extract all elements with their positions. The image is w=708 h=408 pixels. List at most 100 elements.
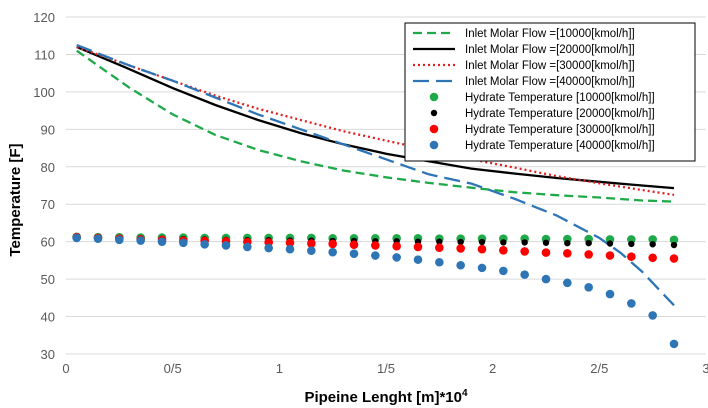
y-tick-label: 110 [34,47,55,62]
scatter-point [307,246,316,255]
legend-label: Inlet Molar Flow =[20000[kmol/h]] [465,44,635,56]
x-tick-label: 2/5 [590,361,608,376]
scatter-point [584,283,593,292]
scatter-point [499,266,508,276]
x-tick-label: 3 [702,361,708,376]
y-tick-label: 80 [41,160,55,175]
legend-label: Hydrate Temperature [20000[kmol/h]] [465,108,655,120]
scatter-point [669,254,679,263]
y-axis-ticks: 30 40 50 60 70 80 90 100 110 120 [33,10,55,362]
scatter-point [605,289,615,299]
scatter-point [435,243,444,252]
y-tick-label: 40 [41,310,55,325]
scatter-point [456,244,465,253]
x-tick-label: 1 [276,361,283,376]
scatter-point [477,263,487,273]
x-axis-ticks: 0 0/5 1 1/5 2 2/5 3 [62,361,708,376]
scatter-point [457,238,464,246]
scatter-point [93,234,103,243]
scatter-point [436,238,443,245]
x-axis-title: Pipeine Lenght [m]*104 [304,388,468,406]
scatter-point [243,242,252,252]
grid-lines [66,16,706,355]
scatter-point [200,239,209,249]
scatter-point [307,239,316,248]
scatter-point [392,241,401,251]
y-tick-label: 60 [41,235,55,250]
y-tick-label: 70 [41,197,55,212]
scatter-point [157,237,167,246]
legend-label: Inlet Molar Flow =[40000[kmol/h]] [465,76,635,88]
scatter-point [499,245,508,255]
x-tick-label: 0 [62,361,69,376]
scatter-point [349,249,359,258]
scatter-point [221,241,231,250]
scatter-point [584,250,593,259]
line-series-group [76,44,675,307]
legend-marker-swatch [429,92,439,102]
scatter-point [478,238,486,246]
scatter-point [413,255,423,264]
y-tick-label: 90 [41,122,55,137]
scatter-point [371,251,380,260]
x-axis-title-main: Pipeine Lenght [m]*10 [304,389,462,406]
scatter-point [392,253,401,262]
line-series-1 [76,49,675,203]
scatter-point [349,240,359,249]
scatter-point [435,257,444,267]
scatter-point [541,274,551,284]
legend-label: Inlet Molar Flow =[30000[kmol/h]] [465,60,635,72]
y-tick-label: 120 [33,10,55,25]
scatter-point [371,241,380,250]
scatter-series-group [72,232,679,349]
scatter-point [115,235,124,245]
legend-box [404,22,696,162]
scatter-point [456,260,465,270]
scatter-point [585,239,592,247]
scatter-point [413,242,423,252]
x-tick-label: 1/5 [377,361,395,376]
scatter-point [72,233,81,243]
scatter-point [477,244,487,254]
scatter-point [564,239,571,247]
scatter-point [500,239,507,246]
legend-marker-swatch [429,124,439,134]
scatter-point [136,236,145,245]
scatter-point [520,247,529,256]
scatter-point [285,244,295,254]
scatter-point [627,299,636,308]
y-axis-title: Temperature [F] [7,143,24,256]
scatter-point [627,252,636,261]
scatter-point [264,243,273,253]
scatter-point [328,239,337,249]
scatter-point [669,235,679,245]
scatter-point [542,239,550,246]
x-tick-label: 2 [489,361,496,376]
scatter-point [521,239,528,246]
legend-marker-swatch [430,109,438,117]
legend-label: Hydrate Temperature [30000[kmol/h]] [465,124,655,136]
scatter-point [648,253,657,263]
y-tick-label: 50 [41,272,55,287]
scatter-point [648,235,657,244]
legend-label: Hydrate Temperature [10000[kmol/h]] [465,92,655,104]
legend: Inlet Molar Flow =[10000[kmol/h]] Inlet M… [404,22,696,162]
scatter-point [328,247,337,257]
scatter-point [628,240,635,248]
y-tick-label: 30 [41,347,55,362]
scatter-point [285,238,295,248]
x-tick-label: 0/5 [164,361,182,376]
x-axis-title-superscript: 4 [462,388,468,399]
scatter-point [563,248,572,258]
legend-label: Hydrate Temperature [40000[kmol/h]] [465,140,655,152]
y-tick-label: 100 [33,85,55,100]
scatter-point [669,339,679,349]
scatter-point [563,278,572,288]
scatter-point [606,240,614,247]
scatter-point [520,270,529,279]
scatter-point [541,248,551,257]
legend-marker-swatch [429,140,439,150]
line-series-4 [76,44,675,307]
scatter-point [649,241,656,248]
